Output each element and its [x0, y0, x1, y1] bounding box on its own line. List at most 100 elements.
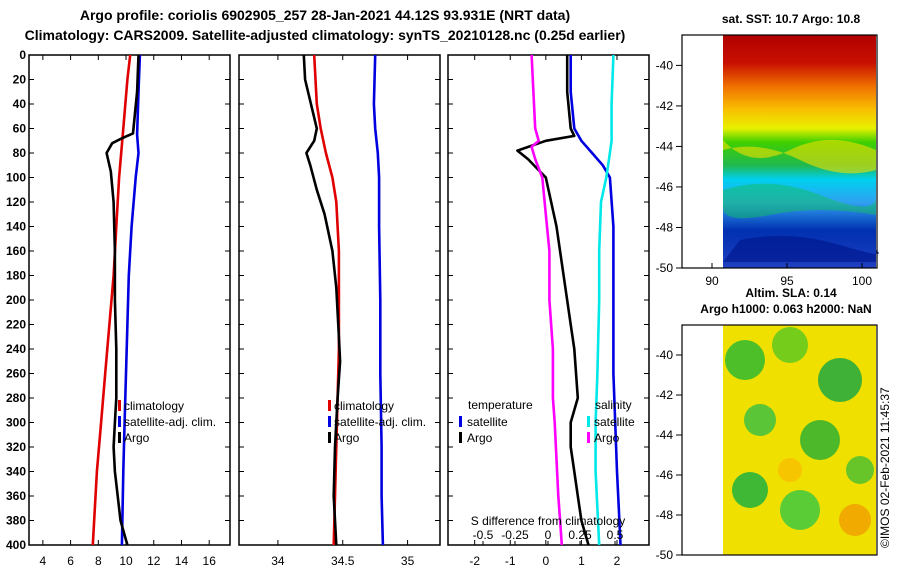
sst-map-ytick-label: -40: [656, 58, 674, 72]
depth-tick-label: 360: [6, 489, 26, 503]
depth-tick-label: 40: [13, 97, 27, 111]
sla-anomaly-blob: [780, 490, 820, 530]
sal-legend-label: climatology: [334, 399, 394, 413]
sla-map-subtitle: Argo h1000: 0.063 h2000: NaN: [700, 302, 872, 316]
depth-tick-label: 180: [6, 269, 26, 283]
sla-anomaly-blob: [800, 420, 840, 460]
depth-tick-label: 160: [6, 244, 26, 258]
sst-green-band: [722, 183, 876, 219]
diff-legend-swatch: [459, 416, 462, 427]
depth-tick-label: 260: [6, 367, 26, 381]
sla-anomaly-blob: [772, 327, 808, 363]
sal-legend-label: satellite-adj. clim.: [334, 415, 426, 429]
sst-map-ytick-label: -46: [656, 180, 674, 194]
depth-tick-label: 0: [19, 48, 26, 62]
sla-map-ytick-label: -44: [656, 428, 674, 442]
depth-tick-label: 200: [6, 293, 26, 307]
depth-tick-label: 240: [6, 342, 26, 356]
temp-xtick-label: 4: [40, 554, 47, 568]
diff-top-scale-tick: -0.5: [473, 528, 494, 542]
diff-xtick-label: 1: [578, 554, 585, 568]
diff-legend-title-salinity: salinity: [595, 398, 632, 412]
diff-top-scale-title: S difference from climatology: [471, 514, 626, 528]
temp-xtick-label: 16: [203, 554, 217, 568]
sst-map-title: sat. SST: 10.7 Argo: 10.8: [721, 12, 861, 26]
sst-map-xtick-label: 100: [852, 274, 872, 288]
sst-map-xtick-label: 90: [705, 274, 719, 288]
diff-series-salinity-argo: [530, 54, 564, 546]
sla-anomaly-blob: [778, 458, 802, 482]
sal-xtick-label: 35: [401, 554, 415, 568]
depth-tick-label: 220: [6, 318, 26, 332]
temp-xtick-label: 12: [147, 554, 161, 568]
sla-anomaly-blob: [732, 472, 768, 508]
temp-xtick-label: 10: [119, 554, 133, 568]
sal-series-satellite-adj-clim-: [372, 54, 385, 546]
temp-xtick-label: 8: [95, 554, 102, 568]
sal-legend-swatch: [328, 400, 331, 411]
diff-legend-swatch: [587, 416, 590, 427]
sla-map-frame: [681, 324, 878, 556]
title-line-1: Argo profile: coriolis 6902905_257 28-Ja…: [79, 7, 571, 23]
sal-xtick-label: 34.5: [331, 554, 355, 568]
sla-anomaly-blob: [839, 504, 871, 536]
depth-tick-label: 80: [13, 146, 27, 160]
sal-legend-label: Argo: [334, 431, 360, 445]
diff-legend-swatch: [587, 432, 590, 443]
diff-series-temperature-argo: [516, 55, 590, 546]
diff-top-scale-tick: -0.25: [501, 528, 529, 542]
diff-xtick-label: -1: [505, 554, 516, 568]
sla-map-title: Altim. SLA: 0.14: [745, 286, 837, 300]
sla-anomaly-blob: [846, 456, 874, 484]
diff-legend-label: satellite: [467, 415, 508, 429]
temp-legend-label: climatology: [124, 399, 184, 413]
sla-map-ytick-label: -50: [656, 548, 674, 562]
sla-map-ytick-label: -40: [656, 348, 674, 362]
depth-tick-label: 100: [6, 171, 26, 185]
temp-legend-swatch: [118, 416, 121, 427]
depth-tick-label: 380: [6, 514, 26, 528]
sst-map-ytick-label: -48: [656, 220, 674, 234]
diff-top-scale-tick: 0.25: [568, 528, 592, 542]
diff-legend-title-temperature: temperature: [468, 398, 533, 412]
depth-tick-label: 340: [6, 465, 26, 479]
depth-tick-label: 120: [6, 195, 26, 209]
sal-xtick-label: 34: [271, 554, 285, 568]
diff-series-temperature-satellite: [569, 55, 622, 546]
temp-legend-label: Argo: [124, 431, 150, 445]
sla-map-ytick-label: -48: [656, 508, 674, 522]
sla-map-ytick-label: -46: [656, 468, 674, 482]
depth-tick-label: 280: [6, 391, 26, 405]
diff-legend-swatch: [459, 432, 462, 443]
sst-map-ytick-label: -42: [656, 99, 674, 113]
sst-map-ytick-label: -50: [656, 261, 674, 275]
temp-legend-swatch: [118, 432, 121, 443]
depth-tick-label: 60: [13, 122, 27, 136]
temp-panel-frame: [28, 54, 231, 546]
sst-map-frame: [681, 34, 878, 269]
temp-series-argo: [105, 54, 140, 546]
sal-legend-swatch: [328, 432, 331, 443]
diff-legend-label: Argo: [594, 431, 620, 445]
sst-map-xtick-label: 95: [780, 274, 794, 288]
diff-xtick-label: 0: [542, 554, 549, 568]
sst-map-ytick-label: -44: [656, 139, 674, 153]
temp-legend-label: satellite-adj. clim.: [124, 415, 216, 429]
sla-map-ytick-label: -42: [656, 388, 674, 402]
diff-xtick-label: 2: [614, 554, 621, 568]
title-line-2: Climatology: CARS2009. Satellite-adjuste…: [24, 27, 626, 43]
diff-legend-label: Argo: [467, 431, 493, 445]
sla-anomaly-blob: [818, 358, 862, 402]
diff-top-scale-tick: 0.5: [607, 528, 624, 542]
sst-deep-band: [723, 236, 880, 262]
temp-xtick-label: 14: [175, 554, 189, 568]
depth-tick-label: 300: [6, 416, 26, 430]
sal-series-argo: [302, 54, 342, 546]
depth-tick-label: 20: [13, 73, 27, 87]
depth-tick-label: 400: [6, 538, 26, 552]
sst-front-band: [723, 140, 876, 174]
depth-tick-label: 140: [6, 220, 26, 234]
diff-xtick-label: -2: [469, 554, 480, 568]
diff-legend-label: satellite: [594, 415, 635, 429]
